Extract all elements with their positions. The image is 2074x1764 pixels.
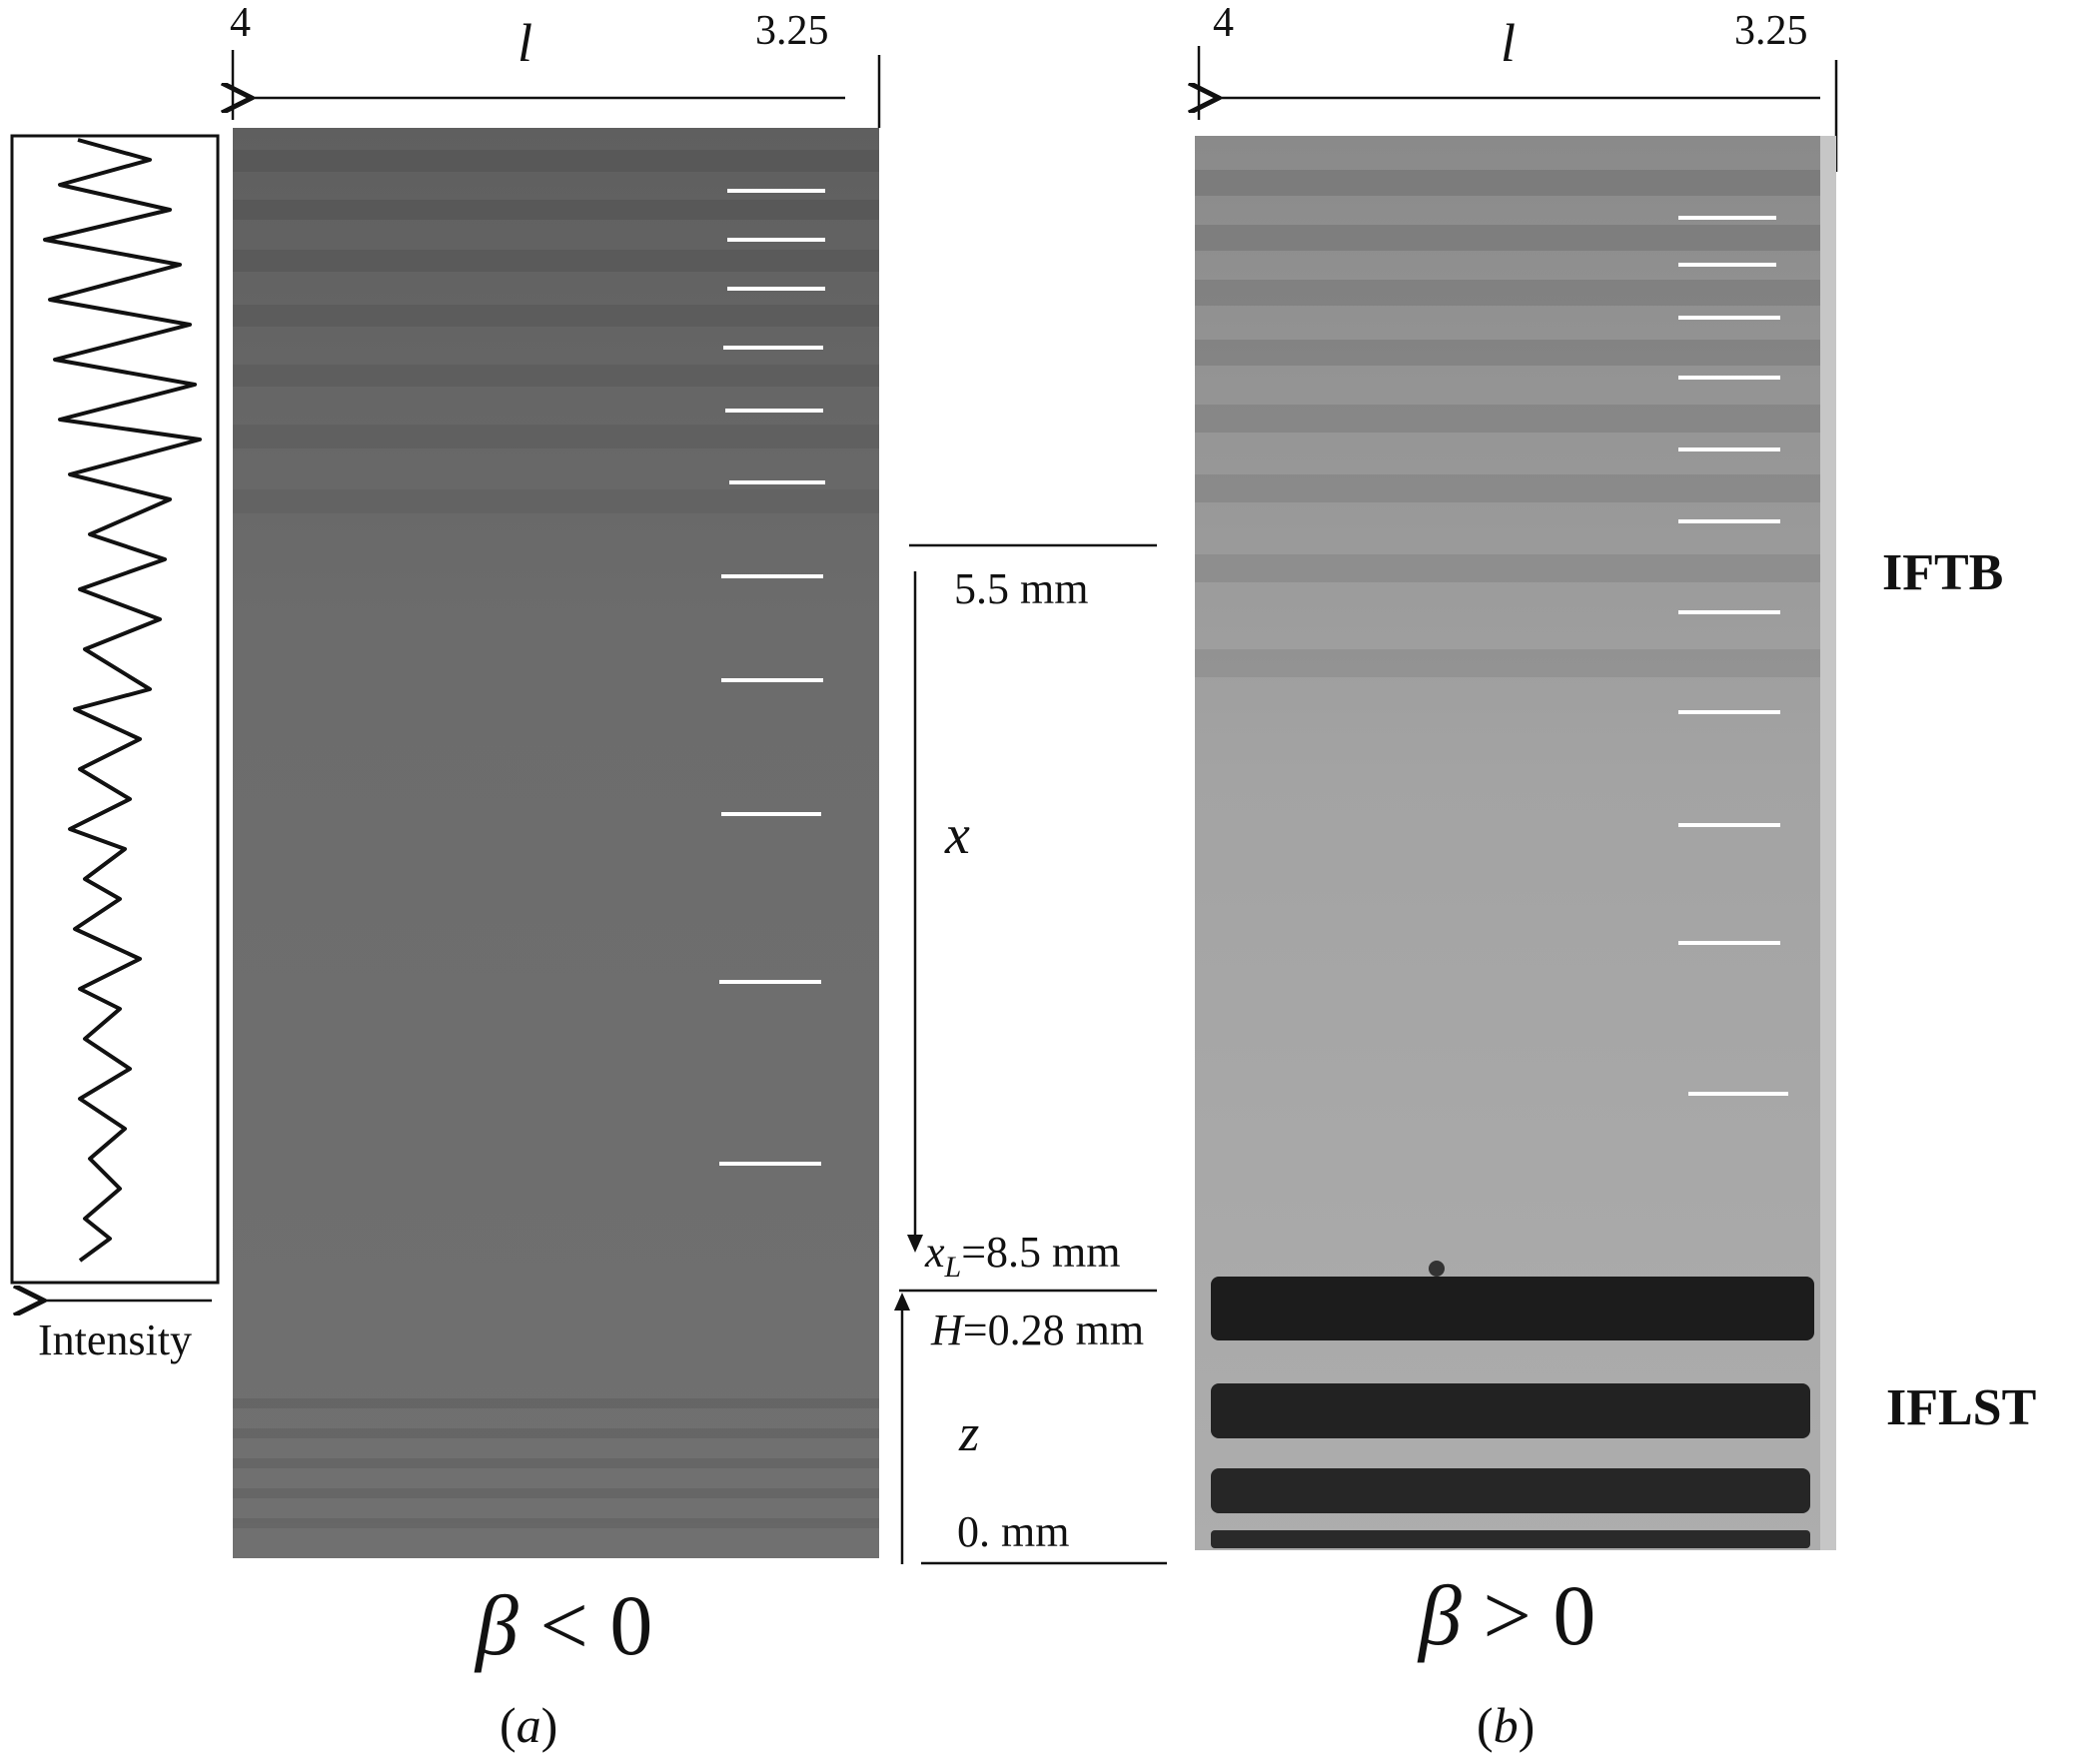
iflst-dark-fringes xyxy=(1211,1261,1814,1548)
mark-0-label: 0. mm xyxy=(957,1507,1070,1556)
l-end-label-a: 3.25 xyxy=(755,8,829,54)
condition-a: β < 0 xyxy=(476,1577,653,1673)
l-label-b: l xyxy=(1501,13,1517,73)
mark-x-label: x xyxy=(945,804,970,866)
l-start-label-b: 4 xyxy=(1213,0,1234,46)
mark-x-arrowhead xyxy=(907,1235,923,1253)
label-iflst: IFLST xyxy=(1886,1379,2037,1436)
fringe-ticks-b xyxy=(1678,216,1788,1096)
label-iftb: IFTB xyxy=(1882,544,2004,601)
interferogram-a xyxy=(233,128,879,1558)
caption-a: (a) xyxy=(500,1697,558,1753)
mark-55-label: 5.5 mm xyxy=(954,564,1089,613)
mark-xL-label: xL=8.5 mm xyxy=(925,1228,1121,1284)
mark-z-arrowhead xyxy=(894,1293,910,1311)
caption-b: (b) xyxy=(1477,1697,1536,1753)
l-start-label-a: 4 xyxy=(230,0,251,46)
intensity-label: Intensity xyxy=(38,1316,192,1364)
l-label-a: l xyxy=(518,13,533,73)
interferogram-a-fringes xyxy=(233,150,879,1528)
intensity-profile-box xyxy=(10,134,220,1285)
intensity-profile-curve xyxy=(43,138,202,1263)
mark-H-label: H=0.28 mm xyxy=(931,1306,1145,1354)
l-end-label-b: 3.25 xyxy=(1734,8,1808,54)
mark-z-label: z xyxy=(959,1405,980,1462)
condition-b: β > 0 xyxy=(1419,1567,1596,1663)
interferogram-b-edge xyxy=(1820,136,1836,1550)
interferogram-b-fringes xyxy=(1195,170,1820,677)
fringe-ticks-a xyxy=(719,189,825,1166)
